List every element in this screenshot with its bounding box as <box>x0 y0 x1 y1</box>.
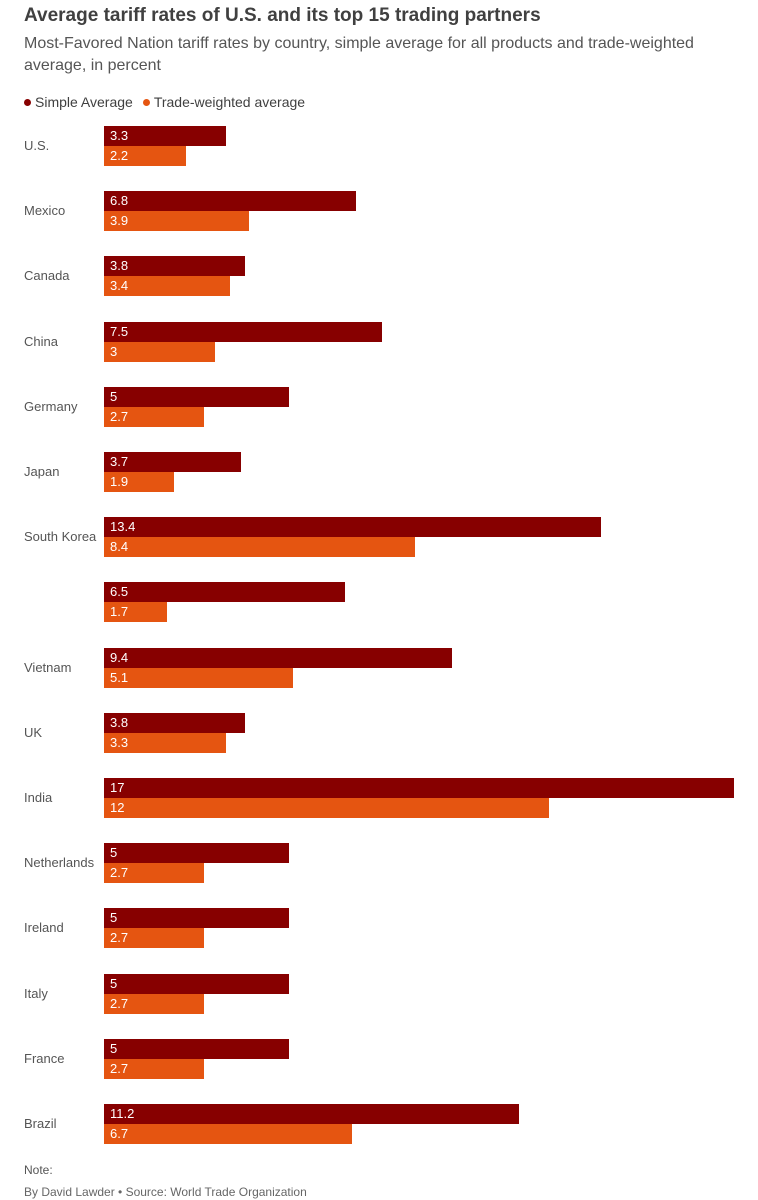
data-label: 2.2 <box>110 148 129 163</box>
data-label: 12 <box>110 800 125 815</box>
bar-simple-france: 5 <box>104 1038 290 1059</box>
bar-simple-china: 7.5 <box>104 321 382 342</box>
chart-title: Average tariff rates of U.S. and its top… <box>24 5 541 26</box>
data-label: 2.7 <box>110 995 129 1011</box>
data-label: 5 <box>110 845 118 861</box>
category-label-south-korea: South Korea <box>24 529 97 545</box>
legend: Simple Average Trade-weighted average <box>24 92 305 112</box>
category-label-india: India <box>24 790 53 805</box>
category-label-italy: Italy <box>24 985 48 1001</box>
bar-simple-south-korea: 13.4 <box>104 517 601 538</box>
bar-weighted-italy: 2.7 <box>104 993 205 1014</box>
bar-weighted-unlabeled: 1.7 <box>104 602 167 623</box>
data-label: 3.9 <box>110 213 129 229</box>
data-label: 6.5 <box>110 584 129 600</box>
bar-weighted-canada: 3.4 <box>104 276 230 297</box>
data-label: 5.1 <box>110 669 129 685</box>
legend-item-weighted: Trade-weighted average <box>142 94 306 110</box>
bar-weighted-ireland: 2.7 <box>104 928 205 949</box>
bar-simple-unlabeled: 6.5 <box>104 582 345 603</box>
data-label: 5 <box>110 388 118 404</box>
bar-simple-u-s-: 3.3 <box>104 126 227 146</box>
data-label: 5 <box>110 1040 118 1056</box>
data-label: 9.4 <box>110 649 129 665</box>
bar-simple-uk: 3.8 <box>104 712 245 733</box>
data-label: 2.7 <box>110 408 129 424</box>
bar-chart: U.S. 3.3 2.2 Mexico 6.8 3.9 Canada 3.8 3.4 China 7… <box>0 124 758 1154</box>
bar-simple-ireland: 5 <box>104 908 290 929</box>
bar-weighted-india: 12 <box>104 798 549 818</box>
data-label: 6.7 <box>110 1126 129 1141</box>
bar-weighted-u-s-: 2.2 <box>104 146 186 166</box>
category-label-germany: Germany <box>24 398 78 414</box>
data-label: 8.4 <box>110 539 129 555</box>
data-label: 17 <box>110 780 125 795</box>
data-label: 3.8 <box>110 258 129 274</box>
bar-weighted-mexico: 3.9 <box>104 211 249 232</box>
bar-simple-germany: 5 <box>104 386 290 407</box>
category-label-china: China <box>24 333 58 349</box>
data-label: 7.5 <box>110 323 129 339</box>
category-label-canada: Canada <box>24 268 70 284</box>
category-label-france: France <box>24 1050 65 1066</box>
data-label: 5 <box>110 975 118 991</box>
bar-simple-canada: 3.8 <box>104 256 245 277</box>
bar-simple-vietnam: 9.4 <box>104 647 453 668</box>
bar-simple-brazil: 11.2 <box>104 1104 520 1124</box>
category-label-vietnam: Vietnam <box>24 659 72 675</box>
bar-simple-netherlands: 5 <box>104 843 290 864</box>
bar-weighted-france: 2.7 <box>104 1058 205 1079</box>
legend-item-simple: Simple Average <box>24 94 133 110</box>
category-label-mexico: Mexico <box>24 203 66 219</box>
data-label: 11.2 <box>110 1106 135 1121</box>
bar-weighted-uk: 3.3 <box>104 732 227 753</box>
chart-subtitle: Most-Favored Nation tariff rates by coun… <box>24 35 694 74</box>
bar-simple-italy: 5 <box>104 973 290 994</box>
data-label: 3.7 <box>110 454 129 469</box>
bar-simple-mexico: 6.8 <box>104 191 356 212</box>
category-label-u-s-: U.S. <box>24 138 50 153</box>
data-label: 5 <box>110 910 118 926</box>
legend-dot-simple <box>24 98 31 106</box>
data-label: 3.8 <box>110 714 129 730</box>
category-label-uk: UK <box>24 724 43 740</box>
data-label: 3.3 <box>110 128 129 143</box>
data-label: 3 <box>110 343 118 359</box>
legend-label-simple: Simple Average <box>35 94 133 110</box>
data-label: 2.7 <box>110 1060 129 1076</box>
data-label: 1.7 <box>110 604 129 620</box>
category-label-netherlands: Netherlands <box>24 855 95 871</box>
data-label: 13.4 <box>110 519 136 535</box>
data-label: 3.3 <box>110 734 129 750</box>
data-label: 2.7 <box>110 930 129 946</box>
data-label: 2.7 <box>110 865 129 881</box>
bar-simple-japan: 3.7 <box>104 452 242 472</box>
bar-weighted-germany: 2.7 <box>104 406 205 427</box>
note: Note: <box>24 1163 53 1177</box>
data-label: 6.8 <box>110 193 129 209</box>
credit: By David Lawder • Source: World Trade Or… <box>24 1185 307 1199</box>
category-label-ireland: Ireland <box>24 920 64 936</box>
bar-weighted-brazil: 6.7 <box>104 1124 353 1144</box>
bar-weighted-netherlands: 2.7 <box>104 863 205 884</box>
legend-dot-weighted <box>142 98 150 106</box>
bar-weighted-vietnam: 5.1 <box>104 667 293 688</box>
category-label-brazil: Brazil <box>24 1116 57 1131</box>
bar-weighted-south-korea: 8.4 <box>104 537 416 558</box>
legend-label-weighted: Trade-weighted average <box>153 94 306 110</box>
category-label-japan: Japan <box>24 464 60 479</box>
bar-simple-india: 17 <box>104 778 734 798</box>
data-label: 1.9 <box>110 474 129 489</box>
bar-weighted-japan: 1.9 <box>104 472 175 492</box>
data-label: 3.4 <box>110 278 129 294</box>
bar-weighted-china: 3 <box>104 341 216 362</box>
